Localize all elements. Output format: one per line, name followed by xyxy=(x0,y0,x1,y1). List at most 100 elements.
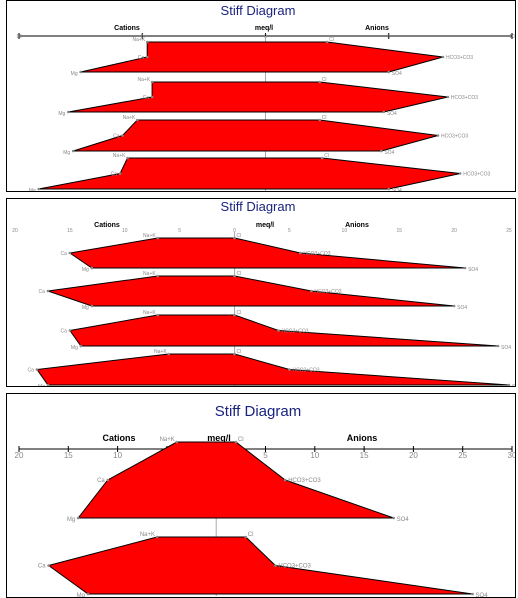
vertex-point xyxy=(387,70,391,74)
ion-label-cl: Cl xyxy=(322,115,327,121)
vertex-point xyxy=(35,368,39,371)
vertex-point xyxy=(37,187,41,191)
vertex-point xyxy=(46,383,50,386)
x-tick-label: 15 xyxy=(360,451,369,460)
chart-title: Stiff Diagram xyxy=(221,199,296,214)
x-tick-label: 10 xyxy=(342,228,348,234)
ion-label-so4: SO4 xyxy=(387,111,397,117)
stiff-polygon xyxy=(47,536,473,595)
vertex-point xyxy=(233,352,236,356)
x-tick-label: 0 xyxy=(233,228,236,234)
ion-label-cl: Cl xyxy=(329,37,334,43)
ion-label-cl: Cl xyxy=(237,349,242,355)
ion-label-ca: Ca xyxy=(111,172,118,178)
vertex-point xyxy=(310,289,313,293)
vertex-point xyxy=(234,440,238,444)
ion-label-mg: Mg xyxy=(67,517,75,523)
ion-label-hco3-co3: HCO3+CO3 xyxy=(446,55,473,61)
vertex-point xyxy=(150,95,154,99)
vertex-point xyxy=(79,70,82,74)
ion-label-mg: Mg xyxy=(38,384,45,387)
vertex-point xyxy=(156,236,160,240)
stiff-diagram-panel-3: Stiff DiagramCationsmeq/lAnions201510505… xyxy=(6,393,516,598)
cations-label: Cations xyxy=(114,25,140,32)
vertex-point xyxy=(150,80,154,84)
ion-label-na-k: Na+K xyxy=(137,77,150,83)
ion-label-mg: Mg xyxy=(71,345,78,351)
ion-label-hco3-co3: HCO3+CO3 xyxy=(451,95,478,101)
vertex-point xyxy=(79,344,83,348)
x-tick-label: 25 xyxy=(458,451,467,460)
anions-label: Anions xyxy=(345,222,369,229)
ion-label-ca: Ca xyxy=(138,55,145,61)
vertex-point xyxy=(121,134,124,137)
vertex-point xyxy=(46,289,50,293)
vertex-point xyxy=(233,236,236,240)
cations-label: Cations xyxy=(94,222,120,229)
x-tick-label: 5 xyxy=(178,228,181,234)
vertex-point xyxy=(325,40,329,44)
vertex-point xyxy=(507,383,511,386)
stiff-polygon xyxy=(80,41,444,73)
ion-label-ca: Ca xyxy=(28,368,35,374)
vertex-point xyxy=(47,564,50,567)
vertex-point xyxy=(463,266,467,270)
x-tick-label: 15 xyxy=(67,228,73,234)
vertex-point xyxy=(155,535,159,539)
vertex-point xyxy=(167,352,170,356)
ion-label-so4: SO4 xyxy=(476,593,489,598)
vertex-point xyxy=(392,516,395,520)
ion-label-so4: SO4 xyxy=(384,150,394,156)
x-tick-label: 20 xyxy=(15,451,24,460)
ion-label-ca: Ca xyxy=(60,329,67,335)
vertex-point xyxy=(382,110,386,114)
ion-label-so4: SO4 xyxy=(512,384,516,387)
ion-label-hco3-co3: HCO3+CO3 xyxy=(441,134,468,140)
stiff-polygon xyxy=(68,237,466,269)
ion-label-mg: Mg xyxy=(29,188,36,192)
vertex-point xyxy=(277,329,280,332)
vertex-point xyxy=(244,535,248,539)
vertex-point xyxy=(458,172,462,175)
ion-label-na-k: Na+K xyxy=(140,532,155,538)
ion-label-ca: Ca xyxy=(143,95,150,101)
ion-label-cl: Cl xyxy=(237,310,242,316)
vertex-point xyxy=(380,149,383,153)
ion-label-na-k: Na+K xyxy=(133,37,146,43)
vertex-point xyxy=(118,172,122,175)
stiff-polygon xyxy=(77,441,394,519)
stiff-diagram-svg-3: Stiff DiagramCationsmeq/lAnions201510505… xyxy=(15,403,516,598)
vertex-point xyxy=(452,304,456,308)
vertex-point xyxy=(318,80,322,84)
x-tick-label: 30 xyxy=(508,451,516,460)
vertex-point xyxy=(156,313,160,317)
ion-label-mg: Mg xyxy=(77,593,85,598)
vertex-point xyxy=(274,564,277,567)
x-tick-label: 10 xyxy=(310,451,319,460)
x-tick-label: 5 xyxy=(387,34,390,40)
ion-label-hco3-co3: HCO3+CO3 xyxy=(303,251,330,257)
ion-label-ca: Ca xyxy=(39,289,46,295)
x-tick-label: 10 xyxy=(122,228,128,234)
stiff-polygon xyxy=(38,157,461,190)
vertex-point xyxy=(136,118,139,122)
ion-label-hco3-co3: HCO3+CO3 xyxy=(292,368,319,374)
vertex-point xyxy=(67,110,70,114)
vertex-point xyxy=(145,40,149,44)
ion-label-na-k: Na+K xyxy=(154,349,167,355)
vertex-point xyxy=(156,274,160,278)
ion-label-ca: Ca xyxy=(97,478,105,484)
x-tick-label: 15 xyxy=(396,228,402,234)
anions-label: Anions xyxy=(365,25,389,32)
x-tick-label: 20 xyxy=(409,451,418,460)
vertex-point xyxy=(68,329,72,332)
x-tick-label: 10 xyxy=(113,451,122,460)
vertex-point xyxy=(126,156,129,160)
ion-label-cl: Cl xyxy=(324,153,329,159)
ion-label-so4: SO4 xyxy=(468,267,478,273)
ion-label-cl: Cl xyxy=(237,271,242,277)
ion-label-hco3-co3: HCO3+CO3 xyxy=(288,478,321,484)
cations-label: Cations xyxy=(102,433,135,443)
vertex-point xyxy=(68,251,72,255)
stiff-diagram-panel-1: Stiff DiagramCationsmeq/lAnions1050510Na… xyxy=(6,0,516,192)
